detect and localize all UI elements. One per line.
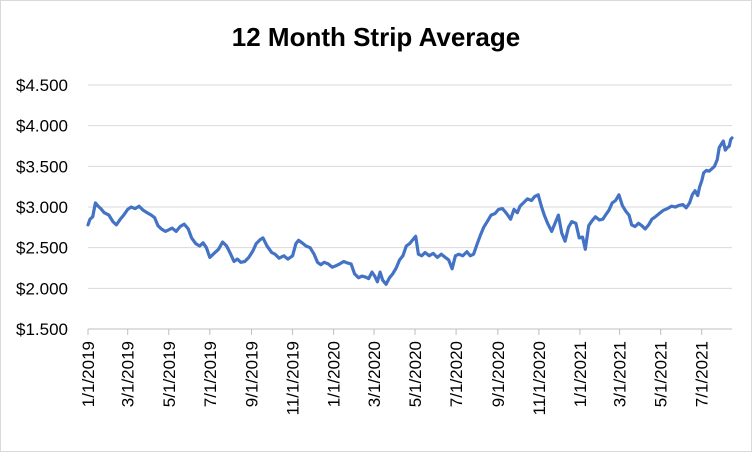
y-tick-label: $3.000 [16, 198, 68, 217]
x-tick-label: 3/1/2021 [611, 341, 630, 407]
x-tick-label: 11/1/2020 [530, 341, 549, 415]
x-tick-label: 5/1/2019 [160, 341, 179, 407]
x-tick-label: 3/1/2019 [119, 341, 138, 407]
y-tick-label: $1.500 [16, 320, 68, 339]
series-line [86, 136, 734, 286]
x-tick-label: 11/1/2019 [284, 341, 303, 415]
y-tick-label: $3.500 [16, 157, 68, 176]
y-tick-label: $4.000 [16, 117, 68, 136]
y-tick-label: $2.500 [16, 239, 68, 258]
x-tick-label: 3/1/2020 [365, 341, 384, 407]
x-tick-label: 1/1/2021 [571, 341, 590, 407]
x-tick-label: 1/1/2020 [325, 341, 344, 407]
x-tick-label: 9/1/2019 [243, 341, 262, 407]
y-axis-tick-labels: $1.500 $2.000 $2.500 $3.000 $3.500 $4.000 $4.5… [16, 76, 68, 339]
x-tick-label: 7/1/2019 [201, 341, 220, 407]
chart-title: 12 Month Strip Average [231, 22, 521, 52]
x-tick-label: 1/1/2019 [79, 341, 98, 407]
y-tick-label: $2.000 [16, 279, 68, 298]
x-tick-label: 7/1/2020 [447, 341, 466, 407]
y-tick-label: $4.500 [16, 76, 68, 95]
gridlines [88, 84, 732, 289]
x-tick-label: 5/1/2021 [652, 341, 671, 407]
x-tick-label: 9/1/2020 [489, 341, 508, 407]
series-group [86, 136, 734, 286]
x-tick-label: 7/1/2021 [693, 341, 712, 407]
x-axis: 1/1/2019 3/1/2019 5/1/2019 7/1/2019 9/1/2019… [79, 328, 732, 415]
x-tick-label: 5/1/2020 [406, 341, 425, 407]
